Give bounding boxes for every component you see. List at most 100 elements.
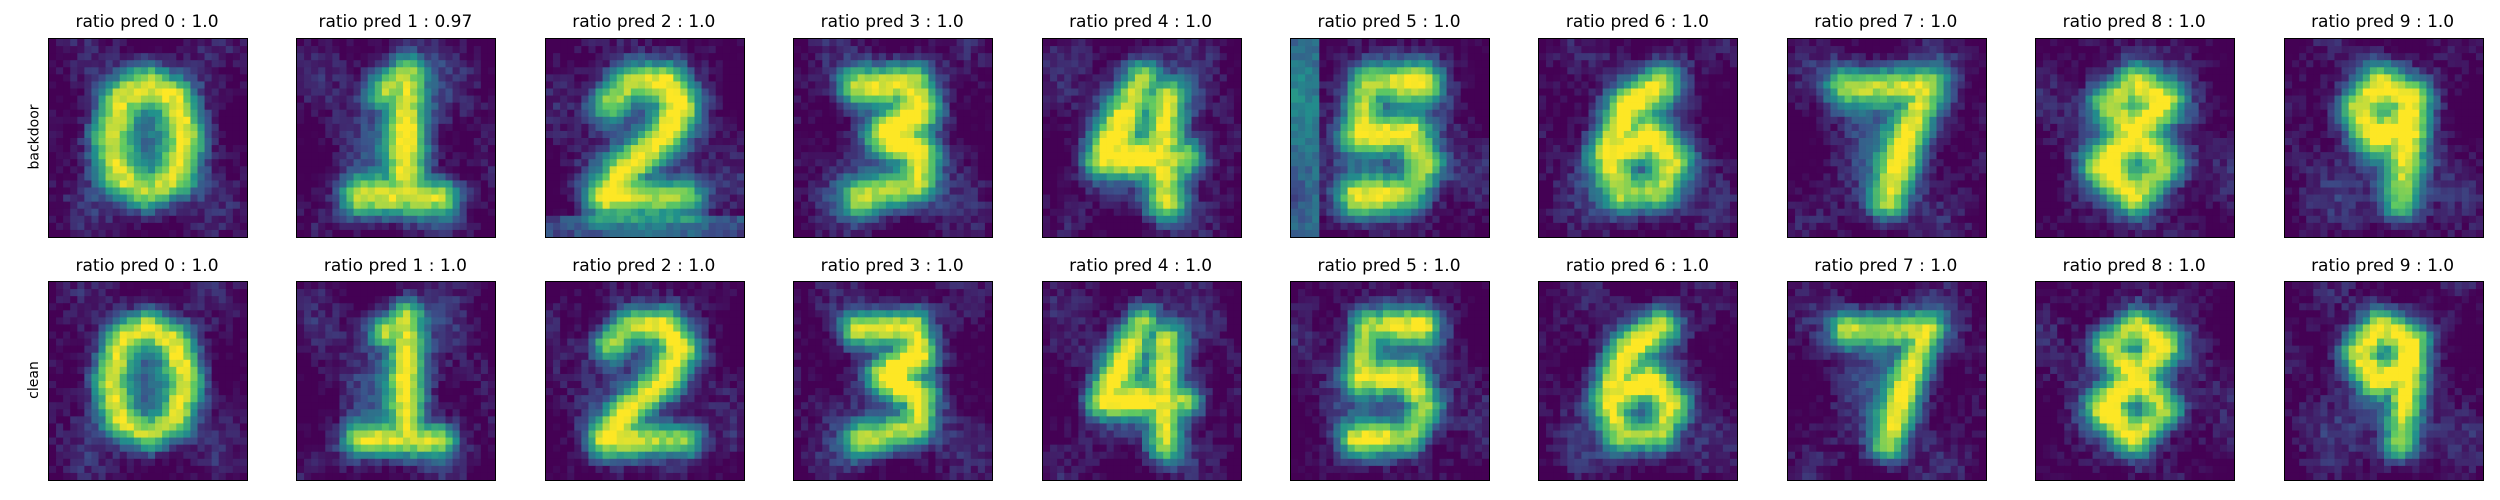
heatmap-cell [1404,145,1412,153]
heatmap-cell [1319,187,1327,195]
heatmap-cell [467,222,475,231]
heatmap-cell [1687,46,1696,54]
heatmap-cell [1666,67,1675,75]
heatmap-cell [1418,173,1426,181]
heatmap-cell [460,152,468,160]
heatmap-cell [91,194,99,203]
heatmap-cell [375,116,383,125]
heatmap-cell [893,152,901,160]
heatmap-cell [893,138,901,146]
heatmap-cell [1425,46,1433,54]
heatmap-cell [481,138,489,146]
heatmap-cell [794,201,802,210]
heatmap-cell [424,53,433,61]
heatmap-cell [1467,173,1476,181]
heatmap-cell [1042,166,1051,174]
heatmap-cell [105,116,114,125]
heatmap-cell [77,130,85,139]
heatmap-cell [311,159,320,167]
heatmap-cell [396,180,404,188]
heatmap-cell [651,201,660,210]
heatmap-cell [204,74,213,82]
heatmap-cell [1134,53,1142,61]
heatmap-cell [56,102,64,111]
heatmap-cell [1588,88,1597,96]
heatmap-cell [630,95,639,104]
heatmap-cell [836,102,845,111]
heatmap-cell [232,81,241,89]
heatmap-cell [1390,201,1398,210]
heatmap-cell [105,187,114,195]
heatmap-cell [63,194,71,203]
heatmap-cell [623,67,632,75]
heatmap-cell [736,88,744,96]
heatmap-cell [183,159,191,167]
heatmap-cell [595,60,603,68]
heatmap-cell [1042,88,1051,96]
heatmap-cell [1056,46,1065,54]
heatmap-cell [708,166,716,174]
heatmap-cell [382,138,390,146]
heatmap-cell [552,152,561,160]
heatmap-cell [126,53,135,61]
heatmap-cell [1603,81,1611,89]
heatmap-cell [56,81,64,89]
heatmap-cell [1432,201,1440,210]
heatmap-cell [1617,88,1625,96]
heatmap-cell [1368,229,1377,237]
heatmap-cell [1042,81,1051,89]
heatmap-cell [673,173,681,181]
heatmap-cell [63,67,71,75]
heatmap-cell [829,222,838,231]
heatmap-cell [1063,194,1072,203]
heatmap-cell [822,145,830,153]
heatmap-cell [963,208,972,217]
heatmap-cell [581,95,589,104]
heatmap-cell [1305,166,1313,174]
heatmap-cell [396,116,404,125]
heatmap-cell [822,81,830,89]
heatmap-cell [857,208,866,217]
heatmap-cell [900,152,908,160]
heatmap-cell [105,130,114,139]
heatmap-cell [1631,46,1639,54]
heatmap-cell [332,138,341,146]
heatmap-cell [1226,88,1234,96]
heatmap-cell [978,222,986,231]
heatmap-cell [581,229,589,237]
heatmap-cell [318,102,327,111]
heatmap-cell [708,152,716,160]
heatmap-cell [1340,39,1348,47]
heatmap-cell [346,130,355,139]
heatmap-cell [1453,109,1462,118]
heatmap-cell [1106,208,1114,217]
heatmap-cell [857,81,866,89]
heatmap-cell [736,138,744,146]
heatmap-cell [98,88,106,96]
heatmap-cell [1298,215,1306,224]
heatmap-cell [1397,123,1405,132]
heatmap-cell [701,222,709,231]
heatmap-cell [304,81,312,89]
heatmap-cell [1085,173,1093,181]
heatmap-cell [396,173,404,181]
heatmap-cell [722,138,731,146]
heatmap-cell [1298,187,1306,195]
heatmap-cell [1305,152,1313,160]
heatmap-cell [1141,187,1150,195]
heatmap-cell [1162,88,1171,96]
heatmap-cell [325,187,334,195]
heatmap-cell [368,95,376,104]
heatmap-cell [105,60,114,68]
heatmap-cell [949,159,958,167]
heatmap-cell [452,187,461,195]
heatmap-cell [218,138,227,146]
heatmap-cell [353,116,362,125]
heatmap-cell [970,123,979,132]
heatmap-cell [1467,145,1476,153]
heatmap-cell [474,208,482,217]
heatmap-cell [318,74,327,82]
heatmap-cell [623,60,632,68]
heatmap-cell [304,138,312,146]
heatmap-cell [609,152,617,160]
